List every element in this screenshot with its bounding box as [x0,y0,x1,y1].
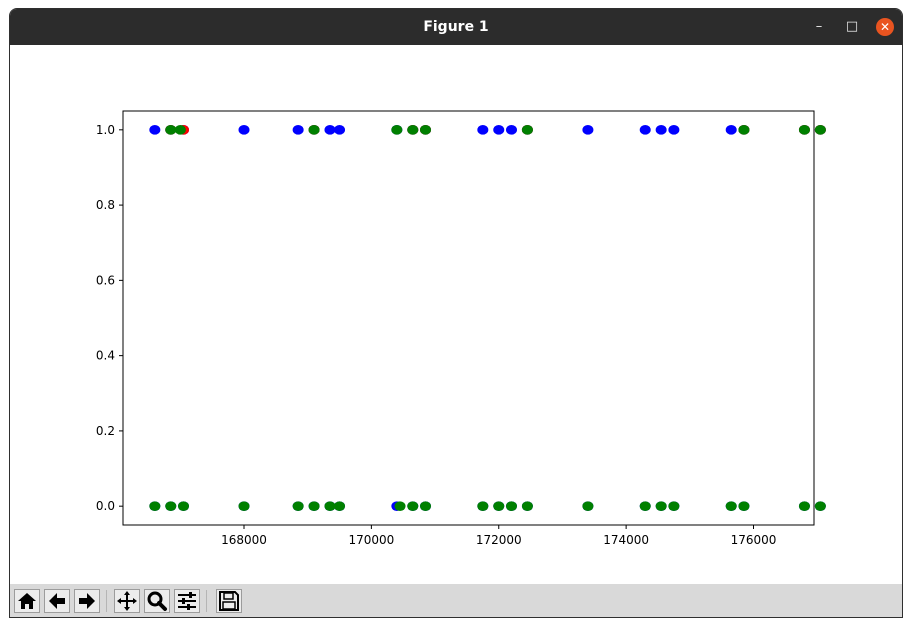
close-button[interactable]: ✕ [876,18,894,36]
scatter-point [582,125,594,135]
scatter-point [149,125,161,135]
sliders-icon [178,592,196,610]
scatter-point [324,501,336,511]
scatter-point [725,501,737,511]
x-tick-label: 174000 [603,533,649,547]
scatter-point [308,501,320,511]
x-tick-label: 170000 [348,533,394,547]
scatter-point [238,125,250,135]
y-tick-label: 0.2 [96,424,115,438]
scatter-point [521,125,533,135]
axis-ticks: 168000 170000 172000 174000 176000 0.0 0.2 0.4 0… [96,123,776,547]
scatter-point [394,501,406,511]
scatter-point [814,125,826,135]
axes-frame [122,110,815,526]
scatter-point [477,501,489,511]
scatter-point [814,501,826,511]
scatter-point [165,501,177,511]
maximize-button[interactable]: □ [845,19,859,34]
scatter-point [668,501,680,511]
save-button[interactable] [216,589,242,613]
arrow-right-icon [79,593,95,609]
pan-button[interactable] [114,589,140,613]
scatter-point [639,125,651,135]
plot-canvas[interactable]: 168000 170000 172000 174000 176000 0.0 0.2 0.4 0… [10,45,902,584]
scatter-point [505,501,517,511]
configure-subplots-button[interactable] [174,589,200,613]
scatter-point [420,501,432,511]
scatter-point [292,501,304,511]
scatter-point [493,501,505,511]
scatter-point [308,125,320,135]
scatter-point [477,125,489,135]
scatter-point [582,501,594,511]
scatter-point [334,125,346,135]
arrow-left-icon [49,593,65,609]
y-tick-label: 0.6 [96,273,115,287]
magnifier-icon [147,591,167,611]
floppy-disk-icon [219,591,239,611]
scatter-point [668,125,680,135]
scatter-point [639,501,651,511]
scatter-point [493,125,505,135]
scatter-point [725,125,737,135]
scatter-point [505,125,517,135]
y-tick-label: 0.8 [96,198,115,212]
scatter-point [738,125,750,135]
x-tick-label: 172000 [476,533,522,547]
zoom-button[interactable] [144,589,170,613]
scatter-point [292,125,304,135]
y-tick-label: 0.0 [96,499,115,513]
scatter-point [738,501,750,511]
toolbar-separator [106,590,107,612]
scatter-point [420,125,432,135]
move-icon [117,591,137,611]
window-title: Figure 1 [423,19,489,35]
scatter-point [798,501,810,511]
x-tick-label: 168000 [221,533,267,547]
scatter-point [655,125,667,135]
scatter-point [334,501,346,511]
y-tick-label: 1.0 [96,123,115,137]
scatter-point [238,501,250,511]
minimize-button[interactable]: – [815,19,823,34]
home-icon [18,593,36,609]
scatter-point [407,125,419,135]
scatter-point [165,125,177,135]
y-tick-label: 0.4 [96,349,115,363]
scatter-point [149,501,161,511]
figure-window: Figure 1 – □ ✕ 168000 170000 172000 174000 1… [9,8,903,618]
scatter-point [174,125,186,135]
scatter-point [798,125,810,135]
scatter-chart: 168000 170000 172000 174000 176000 0.0 0.2 0.4 0… [96,110,826,547]
x-tick-label: 176000 [731,533,777,547]
scatter-point [521,501,533,511]
scatter-point [655,501,667,511]
scatter-point [407,501,419,511]
scatter-point [391,125,403,135]
scatter-point [324,125,336,135]
data-points [149,125,826,511]
back-button[interactable] [44,589,70,613]
scatter-point [178,501,190,511]
toolbar-separator [206,590,207,612]
navigation-toolbar [10,584,902,617]
home-button[interactable] [14,589,40,613]
forward-button[interactable] [74,589,100,613]
title-bar[interactable]: Figure 1 – □ ✕ [10,9,902,45]
